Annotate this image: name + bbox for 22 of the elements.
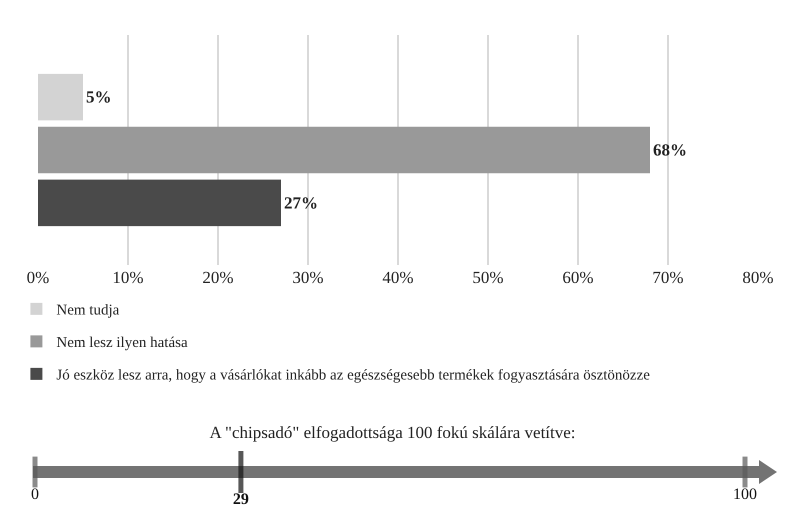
data-label: 29 xyxy=(232,490,249,508)
x-tick-label: 30% xyxy=(292,268,324,287)
legend-label: Jó eszköz lesz arra, hogy a vásárlókat inkább az egészségesebb termékek fogyasztására ösztönözze xyxy=(56,368,650,384)
x-tick-label: 50% xyxy=(472,268,504,287)
bar xyxy=(38,126,650,174)
bar xyxy=(38,74,83,120)
x-tick-label: 80% xyxy=(742,268,774,287)
legend-label: Nem lesz ilyen hatása xyxy=(56,335,188,352)
data-label: 100 xyxy=(733,486,757,503)
bar xyxy=(38,180,281,226)
x-tick-label: 0% xyxy=(26,268,50,287)
data-label: 68% xyxy=(653,140,687,160)
legend-label: Nem tudja xyxy=(56,302,120,319)
data-label: 0 xyxy=(31,486,39,503)
x-tick-label: 60% xyxy=(562,268,594,287)
x-tick-label: 40% xyxy=(382,268,414,287)
data-label: 27% xyxy=(284,193,318,212)
text: A "chipsadó" elfogadottsága 100 fokú skálára vetítve: xyxy=(209,422,576,442)
x-tick-label: 10% xyxy=(112,268,144,287)
x-tick-label: 20% xyxy=(202,268,234,287)
x-tick-label: 70% xyxy=(652,268,684,287)
data-label: 5% xyxy=(86,88,112,107)
